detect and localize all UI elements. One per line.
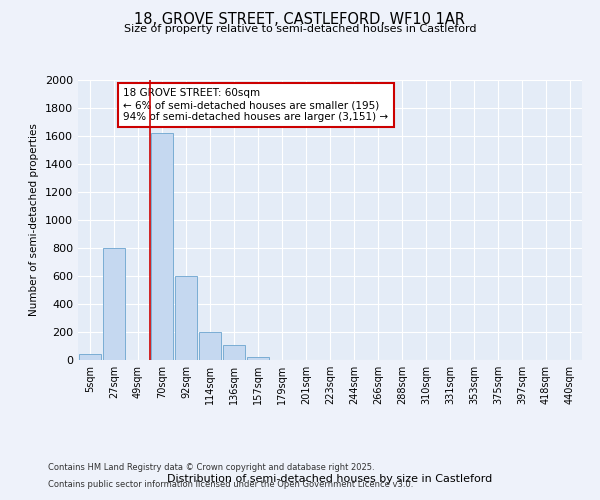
Text: Contains HM Land Registry data © Crown copyright and database right 2025.: Contains HM Land Registry data © Crown c… (48, 464, 374, 472)
Bar (175, 276, 197, 360)
Bar (151, 133, 173, 360)
Bar (247, 357, 269, 360)
Bar (199, 332, 221, 360)
X-axis label: Distribution of semi-detached houses by size in Castleford: Distribution of semi-detached houses by … (167, 474, 493, 484)
Bar (223, 344, 245, 360)
Bar (79, 354, 101, 360)
Text: Contains public sector information licensed under the Open Government Licence v3: Contains public sector information licen… (48, 480, 413, 489)
Text: 18 GROVE STREET: 60sqm
← 6% of semi-detached houses are smaller (195)
94% of sem: 18 GROVE STREET: 60sqm ← 6% of semi-deta… (124, 88, 388, 122)
Text: 18, GROVE STREET, CASTLEFORD, WF10 1AR: 18, GROVE STREET, CASTLEFORD, WF10 1AR (134, 12, 466, 28)
Text: Size of property relative to semi-detached houses in Castleford: Size of property relative to semi-detach… (124, 24, 476, 34)
Bar (103, 248, 125, 360)
Y-axis label: Number of semi-detached properties: Number of semi-detached properties (29, 124, 40, 316)
